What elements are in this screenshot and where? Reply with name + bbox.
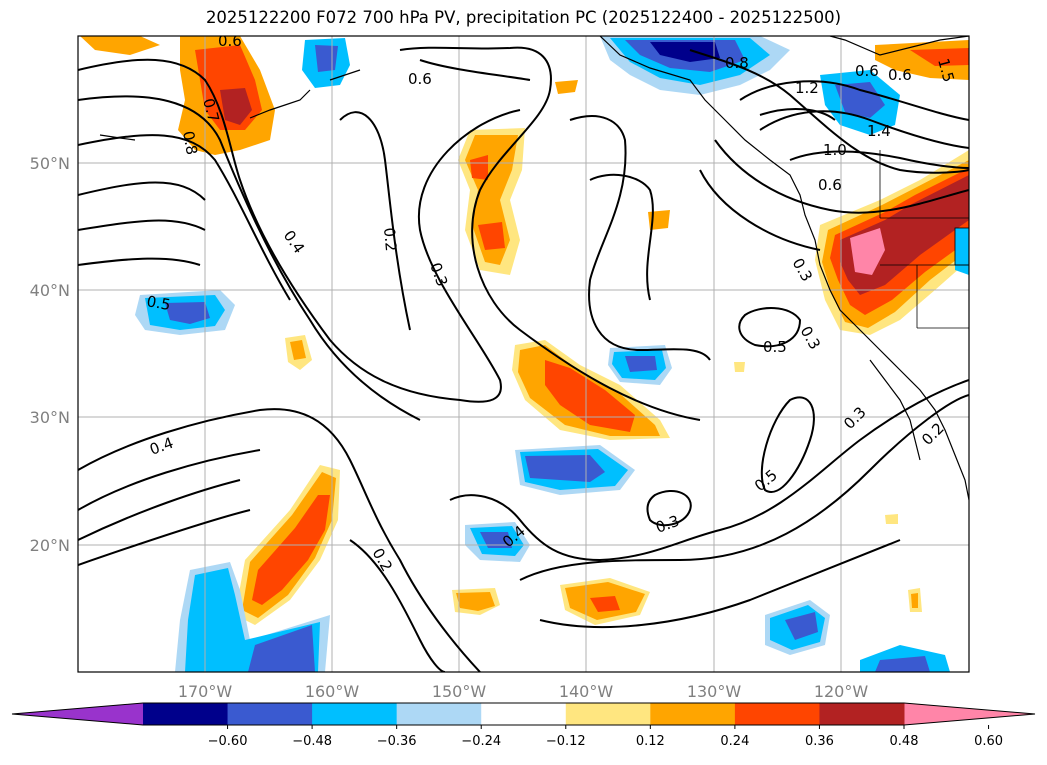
colorbar-swatch [481, 703, 567, 725]
colorbar-swatch [565, 703, 651, 725]
contour-label: 0.7 [199, 96, 223, 124]
colorbar-extend-low [12, 703, 143, 725]
lon-label: 130°W [687, 682, 742, 701]
map-frame [77, 35, 970, 673]
contour-label: 0.6 [818, 176, 842, 194]
contour-label: 0.5 [763, 338, 787, 356]
contour-label: 0.6 [218, 32, 242, 50]
colorbar-label: 0.12 [636, 734, 665, 749]
contour-label: 0.6 [855, 62, 879, 80]
graticule [78, 36, 969, 672]
lat-label: 40°N [30, 281, 70, 300]
colorbar-label: −0.60 [208, 734, 248, 749]
colorbar-swatch [819, 703, 905, 725]
contour-label: 0.5 [145, 292, 172, 314]
colorbar-swatch [734, 703, 820, 725]
colorbar-swatch [396, 703, 482, 725]
contour-label: 1.5 [934, 56, 958, 84]
contour-label: 1.4 [867, 122, 891, 140]
colorbar-swatch [312, 703, 398, 725]
lon-label: 120°W [814, 682, 869, 701]
contour-label: 0.8 [179, 130, 201, 157]
colorbar-swatch [143, 703, 229, 725]
map-title: 2025122200 F072 700 hPa PV, precipitatio… [205, 8, 842, 27]
contour-label: 0.6 [408, 70, 432, 88]
colorbar-label: 0.36 [805, 734, 834, 749]
colorbar-label: −0.48 [292, 734, 332, 749]
colorbar-label: 0.24 [720, 734, 749, 749]
colorbar-label: 0.60 [974, 734, 1003, 749]
borders [879, 150, 969, 329]
colorbar-swatch [650, 703, 736, 725]
contour-label: 0.6 [888, 66, 912, 84]
lon-label: 160°W [305, 682, 360, 701]
colorbar-label: 0.48 [890, 734, 919, 749]
precip-shading [80, 36, 969, 672]
contour-label: 1.0 [823, 141, 847, 159]
lon-labels: 170°W 160°W 150°W 140°W 130°W 120°W [178, 682, 869, 701]
lon-label: 140°W [559, 682, 614, 701]
lon-label: 170°W [178, 682, 233, 701]
lat-labels: 50°N 40°N 30°N 20°N [30, 154, 70, 555]
lat-label: 20°N [30, 536, 70, 555]
colorbar-label: −0.12 [546, 734, 586, 749]
colorbar-extend-high [904, 703, 1035, 725]
colorbar: −0.60 −0.48 −0.36 −0.24 −0.12 0.12 0.24 0.36 0.4… [11, 702, 1036, 749]
contour-label: 1.2 [795, 79, 819, 97]
pv-contours [78, 46, 969, 672]
contour-label: 0.2 [380, 227, 400, 252]
lat-label: 30°N [30, 408, 70, 427]
colorbar-swatch [227, 703, 313, 725]
colorbar-label: −0.24 [461, 734, 501, 749]
lon-label: 150°W [432, 682, 487, 701]
lat-label: 50°N [30, 154, 70, 173]
colorbar-label: −0.36 [377, 734, 417, 749]
contour-label: 0.8 [725, 54, 749, 72]
